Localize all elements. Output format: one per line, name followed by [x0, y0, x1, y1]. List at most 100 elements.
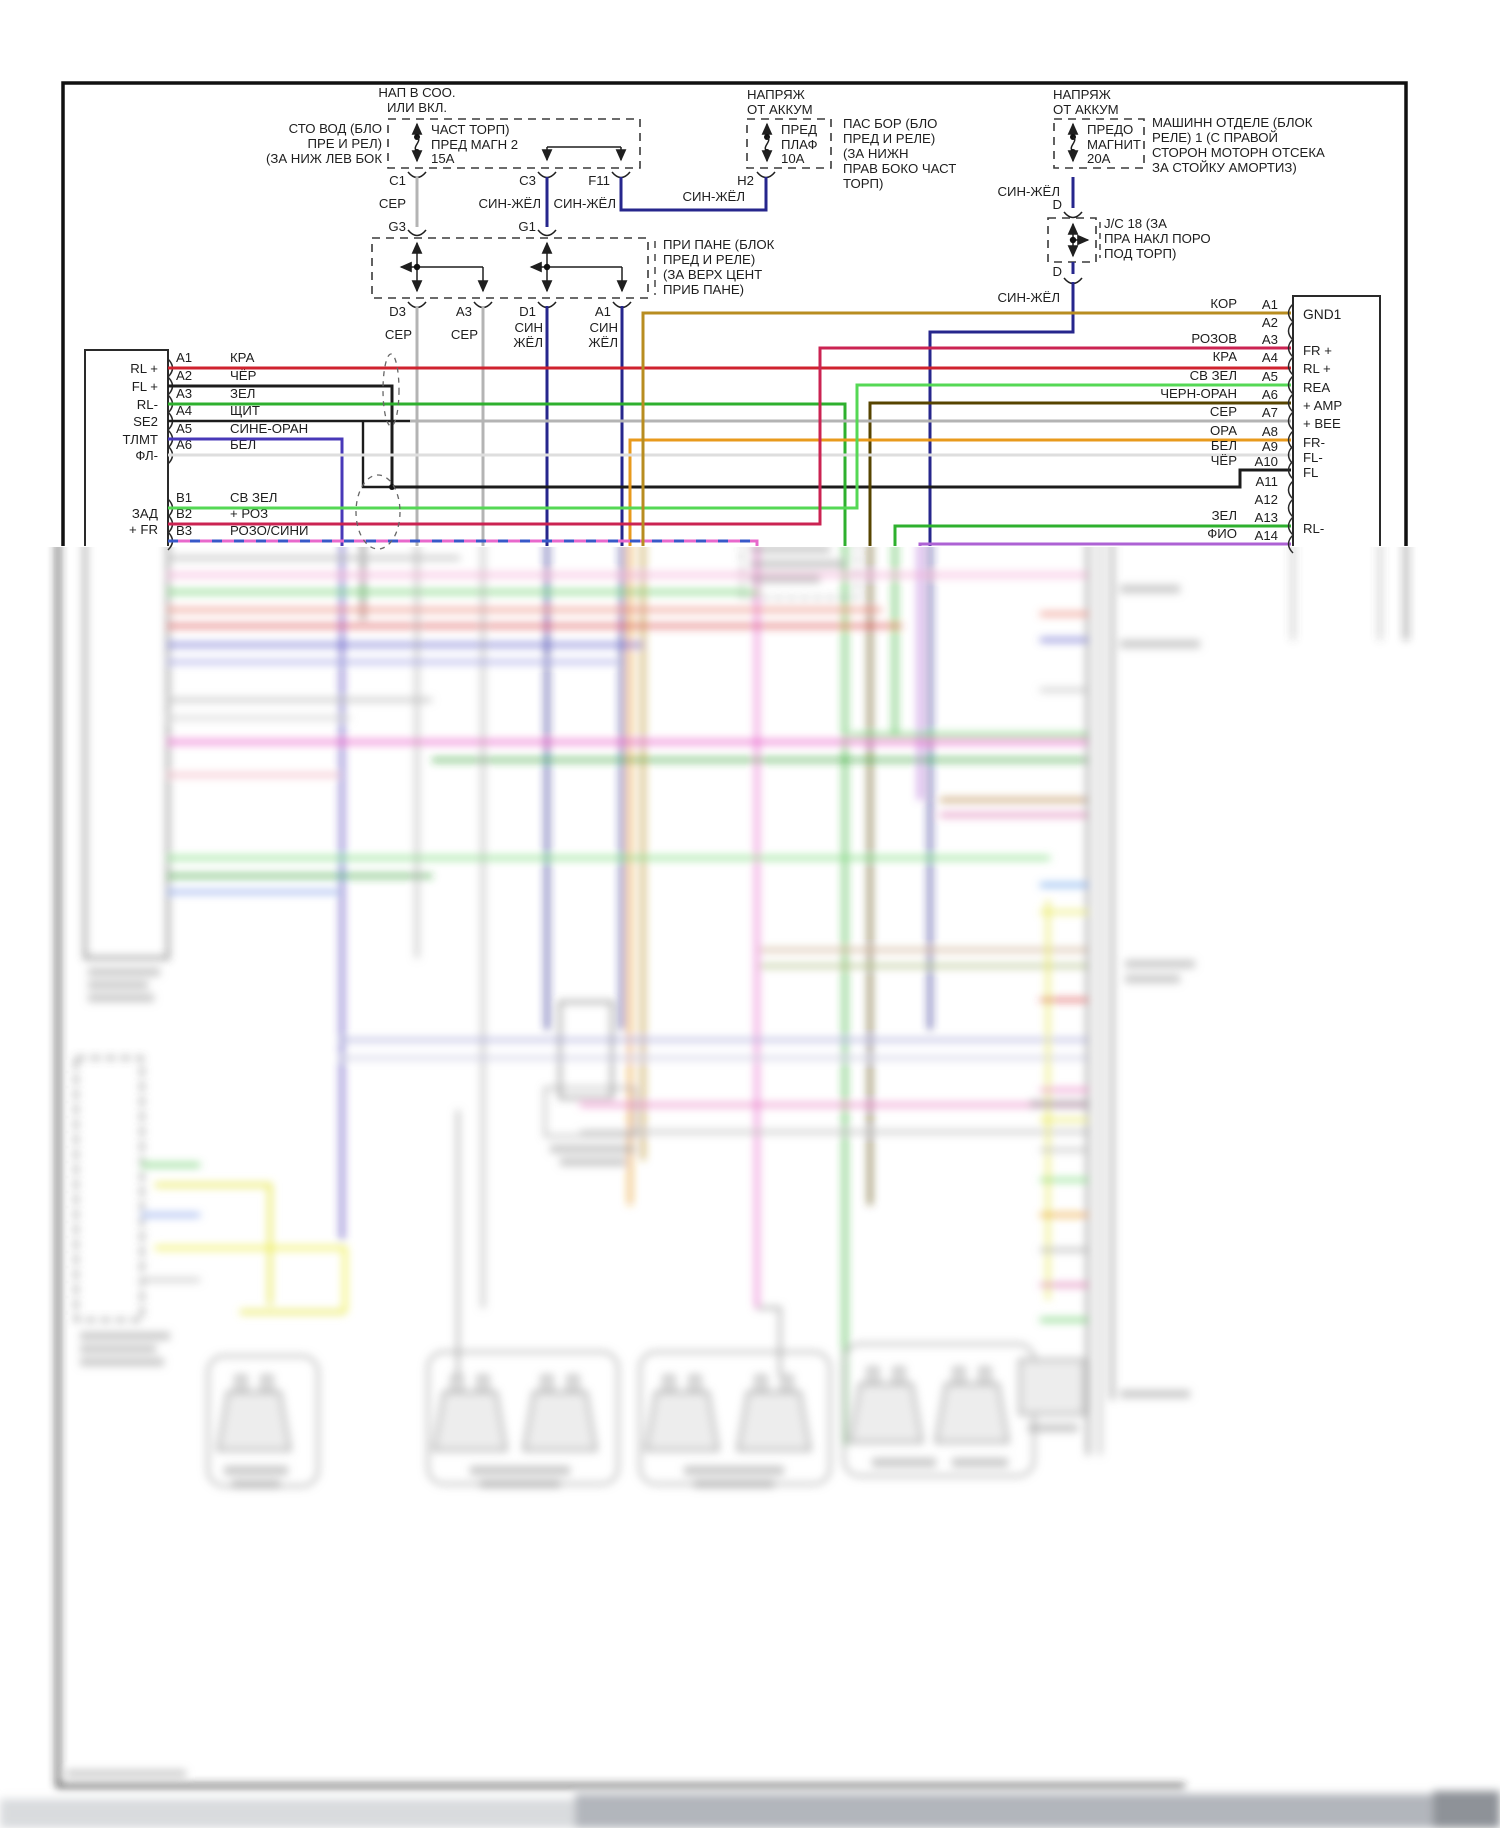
terminal-label: REA [1303, 380, 1330, 395]
fuse-label: ПЛАФ [781, 137, 818, 152]
wire-color-label: СИН-ЖЁЛ [997, 290, 1060, 305]
terminal-label: FL [1303, 465, 1318, 480]
pin-arcs [1287, 303, 1294, 554]
wire-color-label: СЕР [379, 196, 406, 211]
location-label: ЗА СТОЙКУ АМОРТИЗ) [1152, 160, 1297, 175]
wire-color-label: БЕЛ [230, 437, 256, 452]
terminal-label: FR + [1303, 343, 1332, 358]
fuse-label: ПРЕД [781, 122, 817, 137]
shield-symbol [382, 353, 400, 427]
pin-label: A12 [1255, 492, 1278, 507]
connector-row-top: C1 C3 F11 H2 СЕР СИН-ЖЁЛ СИН-ЖЁЛ СИН-ЖЁЛ [379, 171, 776, 211]
wire-color-label: КРА [230, 350, 255, 365]
location-label: (ЗА НИЖ ЛЕВ БОК [266, 151, 382, 166]
pin-label: D1 [519, 304, 536, 319]
connector-title: GND1 [1303, 307, 1341, 322]
junction-box-outline [371, 237, 649, 299]
wire-sine-oran [168, 437, 344, 546]
pin-label: B3 [176, 523, 192, 538]
pin-label: A7 [1262, 405, 1278, 420]
fuse-box-outline [1053, 118, 1145, 169]
junction-box-label: ПРЕД И РЕЛЕ) [663, 252, 755, 267]
wire-color-label: СИН-ЖЁЛ [997, 184, 1060, 199]
wire-roz [168, 346, 1291, 526]
pin-label: A2 [176, 368, 192, 383]
fuse-label: ПРЕДО [1087, 122, 1133, 137]
wire-color-label: ЧЁР [230, 368, 257, 383]
wire-color-label: РОЗО/СИНИ [230, 523, 309, 538]
feed-label: НАПРЯЖ [747, 87, 805, 102]
wire-fio [918, 542, 1291, 546]
fuse-box-outline [746, 118, 832, 169]
wire-color-label: БЕЛ [1211, 438, 1237, 453]
terminal-label: SE2 [133, 414, 158, 429]
pin-label: A5 [1262, 369, 1278, 384]
pin-label: A2 [1262, 315, 1278, 330]
wire-color-label: ФИО [1207, 526, 1237, 541]
shield-symbol [355, 474, 401, 550]
pin-label: A1 [176, 350, 192, 365]
wire-chern-oran [868, 401, 1291, 546]
connector-row-exits: D3 A3 D1 A1 СЕР СЕР СИН ЖЁЛ СИН ЖЁЛ [385, 301, 632, 350]
pin-label: A4 [1262, 350, 1278, 365]
fuse-symbol [761, 122, 773, 163]
jc18-label: ПОД ТОРП) [1104, 246, 1176, 261]
wire-color-label: СИН-ЖЁЛ [478, 196, 541, 211]
blurred-lower-content [0, 547, 1500, 1828]
location-label: СТО ВОД (БЛО [289, 121, 382, 136]
wire-color-label: ЖЁЛ [513, 335, 543, 350]
junction-box-label: ПРИБ ПАНЕ) [663, 282, 744, 297]
fuse-box-ignition: НАП В СОО. ИЛИ ВКЛ. СТО ВОД (БЛО ПРЕ И Р… [266, 85, 641, 169]
terminal-label: RL + [130, 361, 158, 376]
terminal-label: + AMP [1303, 398, 1342, 413]
pin-label: A3 [1262, 332, 1278, 347]
fuse-box-engine: НАПРЯЖ ОТ АККУМ ПРЕДО МАГНИТ 20А МАШИНН … [1053, 87, 1325, 175]
location-label: РЕЛЕ) 1 (С ПРАВОЙ [1152, 130, 1278, 145]
fuse-symbol [1067, 122, 1079, 163]
wire-color-label: ЧЁР [1211, 453, 1238, 468]
fuse-box-dome: НАПРЯЖ ОТ АККУМ ПРЕД ПЛАФ 10А ПАС БОР (Б… [746, 87, 956, 191]
wire-color-label: ЧЕРН-ОРАН [1160, 386, 1237, 401]
location-label: МАШИНН ОТДЕЛЕ (БЛОК [1152, 115, 1313, 130]
pin-label: A5 [176, 421, 192, 436]
wire-kor [641, 311, 1291, 546]
pin-label: A13 [1255, 510, 1278, 525]
ip-junction-box: ПРИ ПАНЕ (БЛОК ПРЕД И РЕЛЕ) (ЗА ВЕРХ ЦЕН… [371, 237, 775, 299]
terminal-label: RL- [137, 397, 158, 412]
fuse-symbol [411, 122, 423, 163]
junction-circuit-right [529, 241, 628, 293]
wire-color-label: СИНЕ-ОРАН [230, 421, 308, 436]
blurred-lower-region [0, 547, 1500, 1828]
fuse-label: 15А [431, 151, 455, 166]
pin-label: A6 [1262, 387, 1278, 402]
wire-sinzhel-jc18-out [928, 282, 1075, 546]
wire-cher [168, 384, 1291, 489]
terminal-label: FL- [1303, 450, 1323, 465]
fuse-label: МАГНИТ [1087, 137, 1141, 152]
location-label: ПРЕ И РЕЛ) [307, 136, 382, 151]
fuse-label: 10А [781, 151, 805, 166]
wire-cher-drain [361, 421, 392, 489]
pin-label: A1 [1262, 297, 1278, 312]
wire-color-label: СИН-ЖЁЛ [682, 189, 745, 204]
jc18-label: ПРА НАКЛ ПОРО [1104, 231, 1211, 246]
wire-sv-zel [168, 383, 1291, 510]
wire-sinzhel-f11-h2 [619, 177, 768, 212]
wire-color-label: РОЗОВ [1191, 331, 1237, 346]
wire-color-label: ЖЁЛ [588, 335, 618, 350]
wire-color-label: СВ ЗЕЛ [1190, 368, 1237, 383]
fuse-box-outline [387, 118, 641, 169]
junction-box-label: ПРИ ПАНЕ (БЛОК [663, 237, 775, 252]
page-border [61, 81, 1408, 546]
wire-zel-right [893, 524, 1291, 546]
wire-ora [628, 438, 1291, 546]
fuse-label: 20А [1087, 151, 1111, 166]
pin-label: A1 [595, 304, 611, 319]
wire-color-label: СЕР [385, 327, 412, 342]
head-unit-connector-left: RL + FL + RL- SE2 ТЛМТ ФЛ- ЗАД + FR A1 К… [84, 349, 309, 551]
location-label: ТОРП) [843, 176, 883, 191]
pin-label: G3 [388, 219, 406, 234]
terminal-label: FR- [1303, 435, 1325, 450]
wire-color-label: ЩИТ [230, 403, 260, 418]
